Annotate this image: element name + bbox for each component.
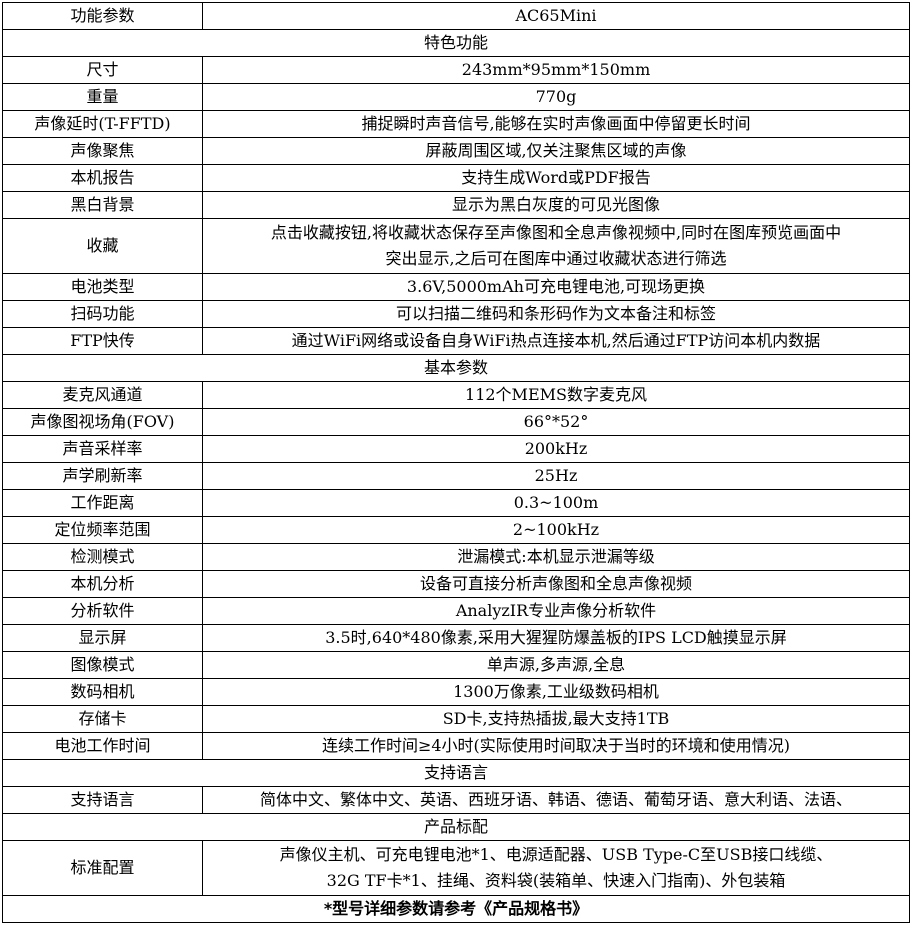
spec-value: 连续工作时间≥4小时(实际使用时间取决于当时的环境和使用情况): [202, 732, 910, 760]
spec-label: 麦克风通道: [2, 381, 203, 409]
spec-label: 图像模式: [2, 651, 203, 679]
spec-value: 243mm*95mm*150mm: [202, 56, 910, 84]
table-row: 图像模式 单声源,多声源,全息: [2, 651, 910, 679]
table-row: 标准配置 声像仪主机、可充电锂电池*1、电源适配器、USB Type-C至USB接…: [2, 840, 910, 896]
spec-label: 数码相机: [2, 678, 203, 706]
table-row: 电池工作时间 连续工作时间≥4小时(实际使用时间取决于当时的环境和使用情况): [2, 732, 910, 760]
section-row: 支持语言: [2, 759, 910, 787]
table-row: 定位频率范围 2~100kHz: [2, 516, 910, 544]
spec-label: 本机分析: [2, 570, 203, 598]
spec-label: 黑白背景: [2, 191, 203, 219]
table-row: 麦克风通道 112个MEMS数字麦克风: [2, 381, 910, 409]
section-row: 产品标配: [2, 813, 910, 841]
table-row: 电池类型 3.6V,5000mAh可充电锂电池,可现场更换: [2, 273, 910, 301]
table-row: 声学刷新率 25Hz: [2, 462, 910, 490]
spec-value: SD卡,支持热插拔,最大支持1TB: [202, 705, 910, 733]
spec-value: 通过WiFi网络或设备自身WiFi热点连接本机,然后通过FTP访问本机内数据: [202, 327, 910, 355]
spec-label: 扫码功能: [2, 300, 203, 328]
table-row: 黑白背景 显示为黑白灰度的可见光图像: [2, 191, 910, 219]
table-row: 存储卡 SD卡,支持热插拔,最大支持1TB: [2, 705, 910, 733]
spec-label: 存储卡: [2, 705, 203, 733]
table-row: 扫码功能 可以扫描二维码和条形码作为文本备注和标签: [2, 300, 910, 328]
spec-value: 可以扫描二维码和条形码作为文本备注和标签: [202, 300, 910, 328]
spec-value: 声像仪主机、可充电锂电池*1、电源适配器、USB Type-C至USB接口线缆、…: [202, 840, 910, 896]
table-row: 重量 770g: [2, 83, 910, 111]
section-title: 特色功能: [2, 29, 910, 57]
table-row: 分析软件 AnalyzIR专业声像分析软件: [2, 597, 910, 625]
table-row: 收藏 点击收藏按钮,将收藏状态保存至声像图和全息声像视频中,同时在图库预览画面中 …: [2, 218, 910, 274]
spec-label: 声音采样率: [2, 435, 203, 463]
table-row: 检测模式 泄漏模式:本机显示泄漏等级: [2, 543, 910, 571]
spec-value: 屏蔽周围区域,仅关注聚焦区域的声像: [202, 137, 910, 165]
spec-value: 显示为黑白灰度的可见光图像: [202, 191, 910, 219]
spec-value: AnalyzIR专业声像分析软件: [202, 597, 910, 625]
spec-label: 定位频率范围: [2, 516, 203, 544]
spec-label: 声学刷新率: [2, 462, 203, 490]
table-row: 数码相机 1300万像素,工业级数码相机: [2, 678, 910, 706]
spec-value: 设备可直接分析声像图和全息声像视频: [202, 570, 910, 598]
table-row: 工作距离 0.3~100m: [2, 489, 910, 517]
spec-value: 3.6V,5000mAh可充电锂电池,可现场更换: [202, 273, 910, 301]
table-row: 声像延时(T-FFTD) 捕捉瞬时声音信号,能够在实时声像画面中停留更长时间: [2, 110, 910, 138]
spec-label: 电池类型: [2, 273, 203, 301]
spec-label: 收藏: [2, 218, 203, 274]
spec-label: 尺寸: [2, 56, 203, 84]
spec-value: AC65Mini: [202, 2, 910, 30]
spec-value: 泄漏模式:本机显示泄漏等级: [202, 543, 910, 571]
spec-value: 770g: [202, 83, 910, 111]
spec-value: 2~100kHz: [202, 516, 910, 544]
spec-label: 检测模式: [2, 543, 203, 571]
spec-label: 分析软件: [2, 597, 203, 625]
table-row: 本机分析 设备可直接分析声像图和全息声像视频: [2, 570, 910, 598]
spec-value: 简体中文、繁体中文、英语、西班牙语、韩语、德语、葡萄牙语、意大利语、法语、: [202, 786, 910, 814]
spec-label: 声像图视场角(FOV): [2, 408, 203, 436]
spec-label: 工作距离: [2, 489, 203, 517]
spec-value: 25Hz: [202, 462, 910, 490]
spec-label: 电池工作时间: [2, 732, 203, 760]
spec-label: 重量: [2, 83, 203, 111]
table-row: 显示屏 3.5时,640*480像素,采用大猩猩防爆盖板的IPS LCD触摸显示屏: [2, 624, 910, 652]
section-title: 支持语言: [2, 759, 910, 787]
spec-value: 点击收藏按钮,将收藏状态保存至声像图和全息声像视频中,同时在图库预览画面中 突出…: [202, 218, 910, 274]
table-row: 功能参数 AC65Mini: [2, 2, 910, 30]
spec-value: 200kHz: [202, 435, 910, 463]
table-row: 支持语言 简体中文、繁体中文、英语、西班牙语、韩语、德语、葡萄牙语、意大利语、法语…: [2, 786, 910, 814]
spec-value: 1300万像素,工业级数码相机: [202, 678, 910, 706]
spec-value: 66°*52°: [202, 408, 910, 436]
table-row: 声像图视场角(FOV) 66°*52°: [2, 408, 910, 436]
spec-label: 标准配置: [2, 840, 203, 896]
section-row: 特色功能: [2, 29, 910, 57]
spec-value: 112个MEMS数字麦克风: [202, 381, 910, 409]
spec-label: 功能参数: [2, 2, 203, 30]
spec-table: 功能参数 AC65Mini 特色功能 尺寸 243mm*95mm*150mm 重量 770g…: [2, 2, 910, 923]
spec-value: 单声源,多声源,全息: [202, 651, 910, 679]
spec-label: FTP快传: [2, 327, 203, 355]
spec-label: 显示屏: [2, 624, 203, 652]
section-row: 基本参数: [2, 354, 910, 382]
spec-value: 0.3~100m: [202, 489, 910, 517]
spec-value: 捕捉瞬时声音信号,能够在实时声像画面中停留更长时间: [202, 110, 910, 138]
section-title: 产品标配: [2, 813, 910, 841]
footer-row: *型号详细参数请参考《产品规格书》: [2, 895, 910, 923]
table-row: FTP快传 通过WiFi网络或设备自身WiFi热点连接本机,然后通过FTP访问本机…: [2, 327, 910, 355]
table-row: 声像聚焦 屏蔽周围区域,仅关注聚焦区域的声像: [2, 137, 910, 165]
spec-label: 本机报告: [2, 164, 203, 192]
spec-label: 声像延时(T-FFTD): [2, 110, 203, 138]
spec-value: 支持生成Word或PDF报告: [202, 164, 910, 192]
spec-table-body: 功能参数 AC65Mini 特色功能 尺寸 243mm*95mm*150mm 重量 770g…: [2, 2, 910, 896]
table-row: 本机报告 支持生成Word或PDF报告: [2, 164, 910, 192]
section-title: 基本参数: [2, 354, 910, 382]
spec-label: 声像聚焦: [2, 137, 203, 165]
spec-value: 3.5时,640*480像素,采用大猩猩防爆盖板的IPS LCD触摸显示屏: [202, 624, 910, 652]
spec-label: 支持语言: [2, 786, 203, 814]
table-row: 声音采样率 200kHz: [2, 435, 910, 463]
table-row: 尺寸 243mm*95mm*150mm: [2, 56, 910, 84]
footer-note: *型号详细参数请参考《产品规格书》: [2, 895, 910, 923]
